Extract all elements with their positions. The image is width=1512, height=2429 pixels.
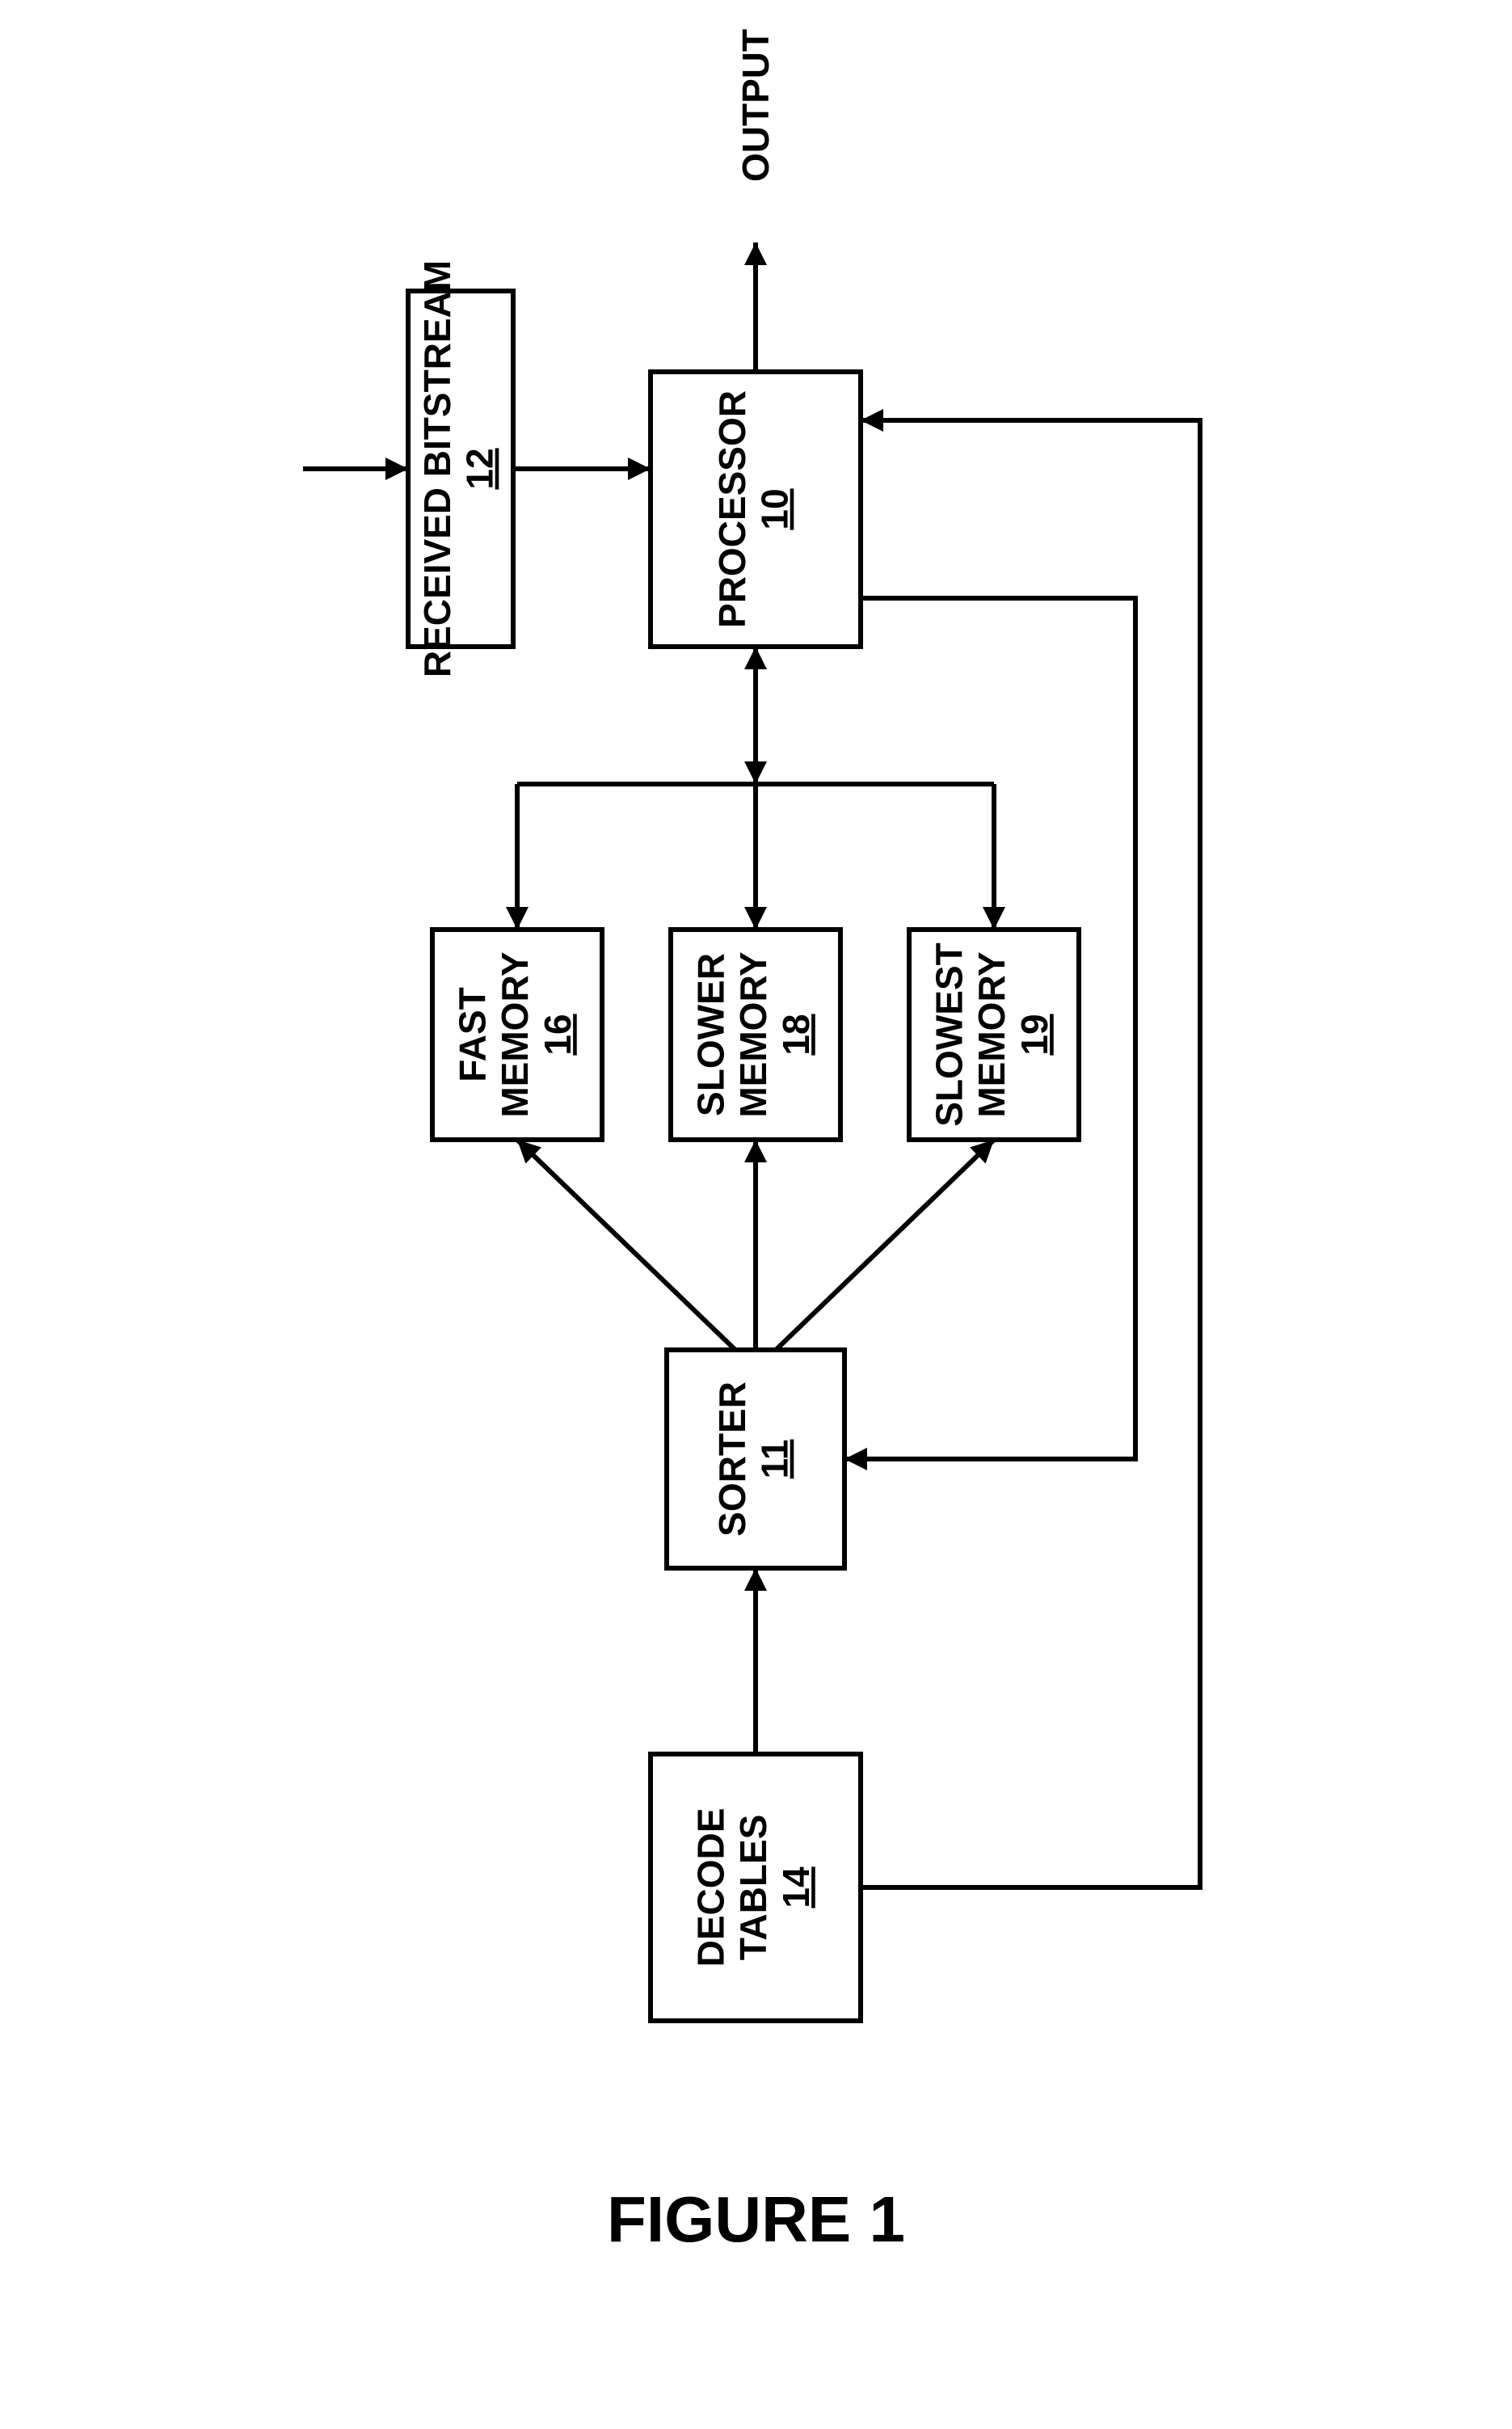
diagram-canvas: DECODETABLES14SORTER11FASTMEMORY16SLOWER… [0,0,1512,2429]
svg-text:16: 16 [537,1014,579,1055]
svg-text:10: 10 [754,488,796,529]
svg-text:MEMORY: MEMORY [732,951,774,1117]
svg-text:SLOWER: SLOWER [689,953,731,1116]
received-box: RECEIVED BITSTREAM12 [408,260,513,677]
svg-text:RECEIVED BITSTREAM: RECEIVED BITSTREAM [416,260,458,677]
svg-text:14: 14 [775,1866,817,1908]
svg-text:19: 19 [1013,1014,1055,1055]
svg-text:PROCESSOR: PROCESSOR [711,390,753,628]
slowest_memory-box: SLOWESTMEMORY19 [909,930,1079,1140]
svg-text:12: 12 [459,448,501,489]
sorter-box: SORTER11 [667,1350,844,1568]
decode_tables-box: DECODETABLES14 [651,1754,861,2021]
slower_memory-box: SLOWERMEMORY18 [671,930,840,1140]
svg-text:SLOWEST: SLOWEST [928,943,970,1126]
svg-text:SORTER: SORTER [711,1381,753,1537]
processor-box: PROCESSOR10 [651,372,861,647]
svg-text:11: 11 [754,1440,796,1479]
svg-text:MEMORY: MEMORY [971,951,1013,1117]
block-diagram-svg: DECODETABLES14SORTER11FASTMEMORY16SLOWER… [0,0,1512,2429]
svg-text:FAST: FAST [451,987,493,1082]
svg-text:18: 18 [775,1014,817,1055]
svg-text:MEMORY: MEMORY [494,951,536,1117]
output-label: OUTPUT [735,29,777,182]
figure-label: FIGURE 1 [0,2182,1512,2257]
svg-text:TABLES: TABLES [732,1815,774,1961]
fast_memory-box: FASTMEMORY16 [432,930,602,1140]
svg-text:DECODE: DECODE [689,1808,731,1967]
